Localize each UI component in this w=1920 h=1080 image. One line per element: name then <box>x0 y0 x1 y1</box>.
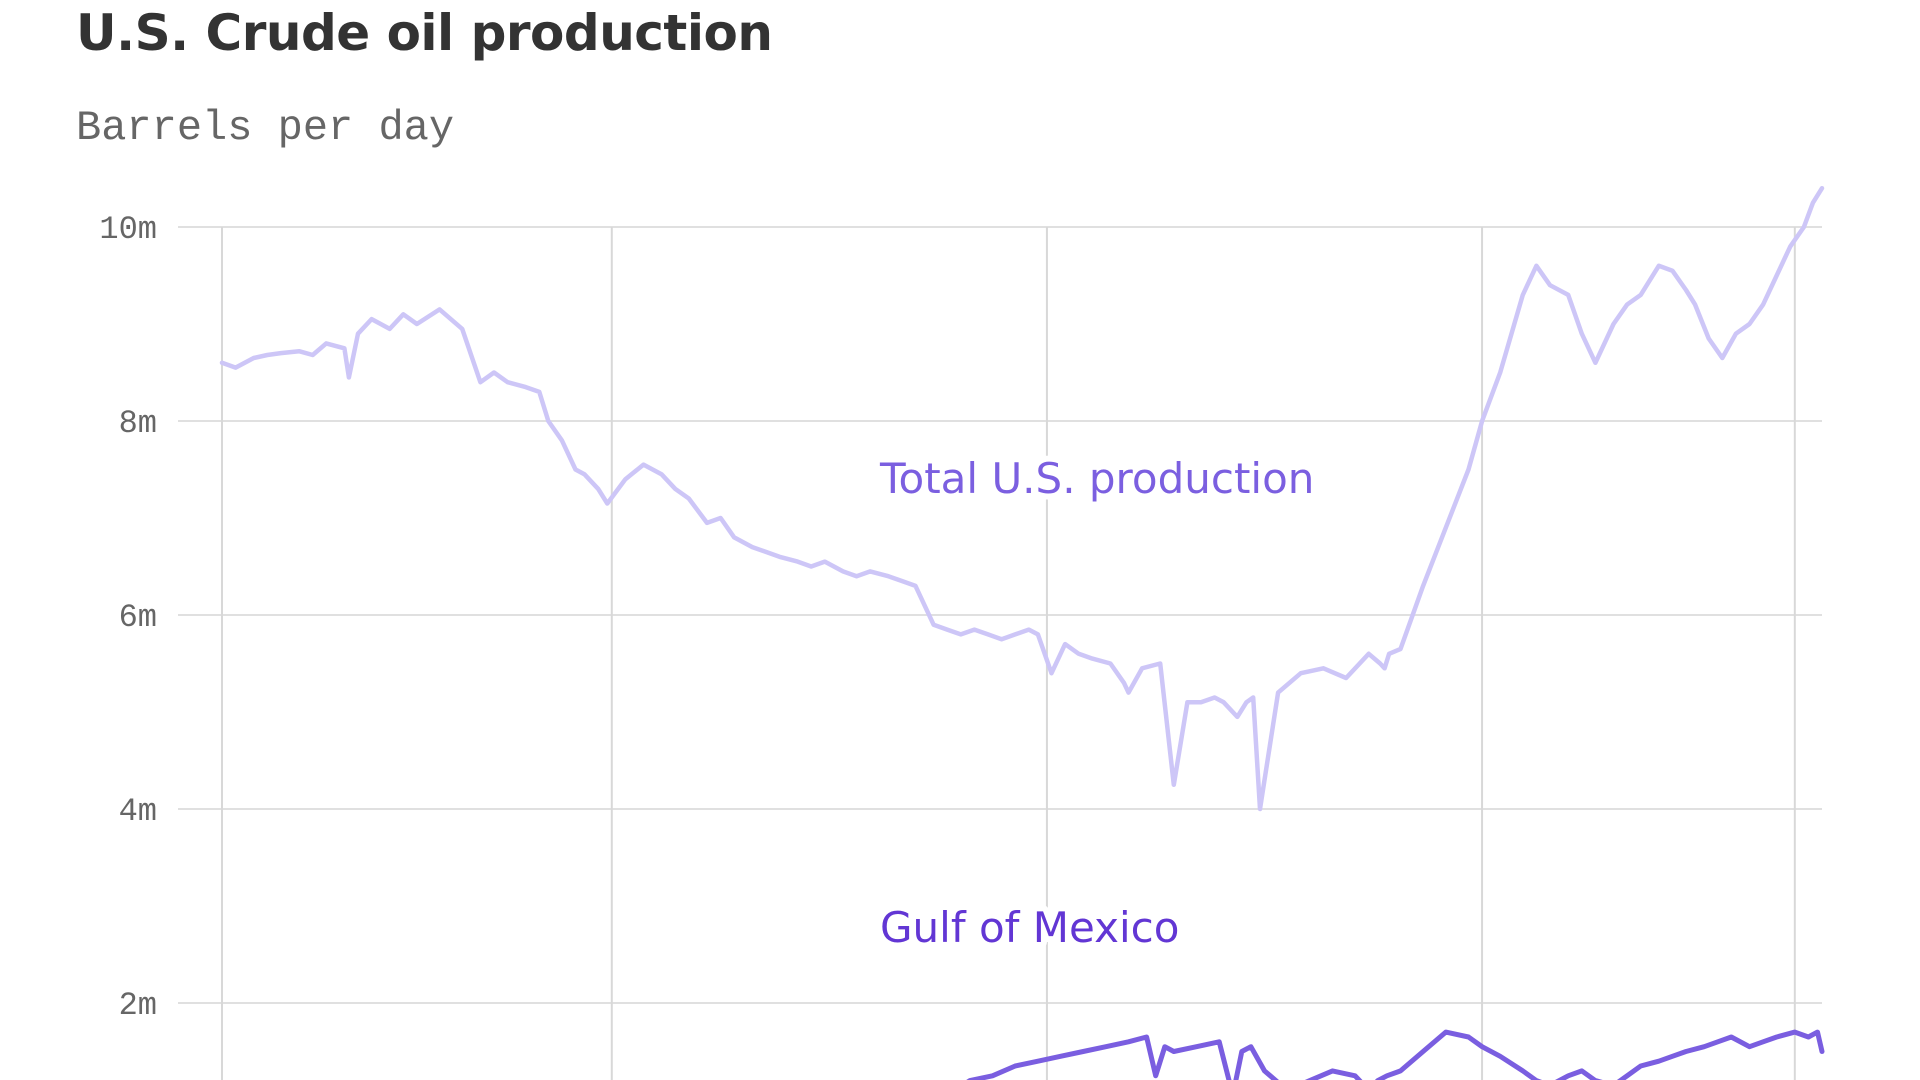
series-lines <box>219 185 1825 1080</box>
y-tick-label: 4m <box>119 793 157 830</box>
chart-title: U.S. Crude oil production <box>76 4 773 62</box>
y-tick-label: 6m <box>119 599 157 636</box>
y-tick-label: 10m <box>99 211 157 248</box>
series-line-gulf <box>966 1029 1825 1080</box>
chart-subtitle: Barrels per day <box>76 104 455 152</box>
y-tick-label: 8m <box>119 405 157 442</box>
y-axis-ticks: 2m 4m 6m 8m 10m <box>99 211 157 1024</box>
annotation-gulf: Gulf of Mexico <box>880 903 1179 952</box>
series-line-total <box>219 185 1825 812</box>
y-tick-label: 2m <box>119 987 157 1024</box>
grid <box>178 226 1822 1080</box>
annotation-total: Total U.S. production <box>879 454 1314 503</box>
annotations: Total U.S. production Gulf of Mexico <box>873 448 1320 958</box>
